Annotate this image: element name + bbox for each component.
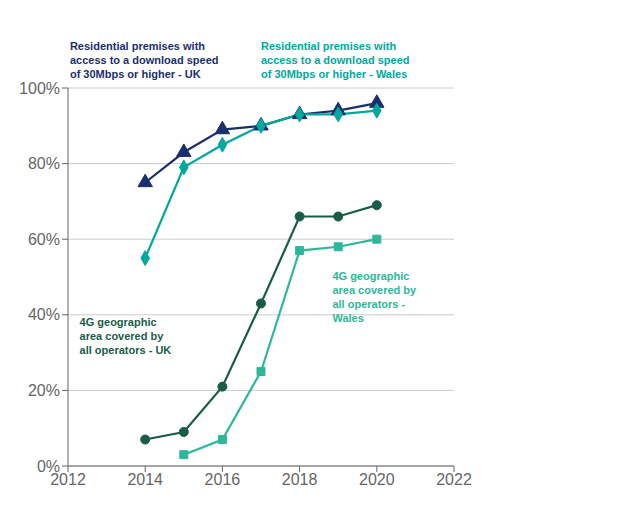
svg-text:Residential premises withacces: Residential premises withaccess to a dow…: [261, 40, 410, 80]
svg-text:80%: 80%: [28, 155, 60, 172]
svg-text:2022: 2022: [436, 471, 472, 488]
svg-text:4G geographicarea covered byal: 4G geographicarea covered byall operator…: [332, 270, 417, 324]
svg-text:2012: 2012: [50, 471, 86, 489]
svg-text:4G geographicarea covered byal: 4G geographicarea covered byall operator…: [80, 316, 172, 356]
svg-text:Residential premises withacces: Residential premises withaccess to a dow…: [70, 40, 219, 80]
svg-text:2016: 2016: [205, 471, 241, 488]
svg-text:40%: 40%: [28, 306, 60, 323]
svg-text:100%: 100%: [19, 80, 60, 97]
svg-text:20%: 20%: [28, 382, 60, 399]
svg-text:0%: 0%: [37, 458, 60, 475]
svg-text:60%: 60%: [28, 231, 60, 248]
svg-text:2014: 2014: [127, 471, 163, 488]
svg-text:2018: 2018: [282, 471, 318, 488]
svg-text:2020: 2020: [359, 471, 395, 488]
